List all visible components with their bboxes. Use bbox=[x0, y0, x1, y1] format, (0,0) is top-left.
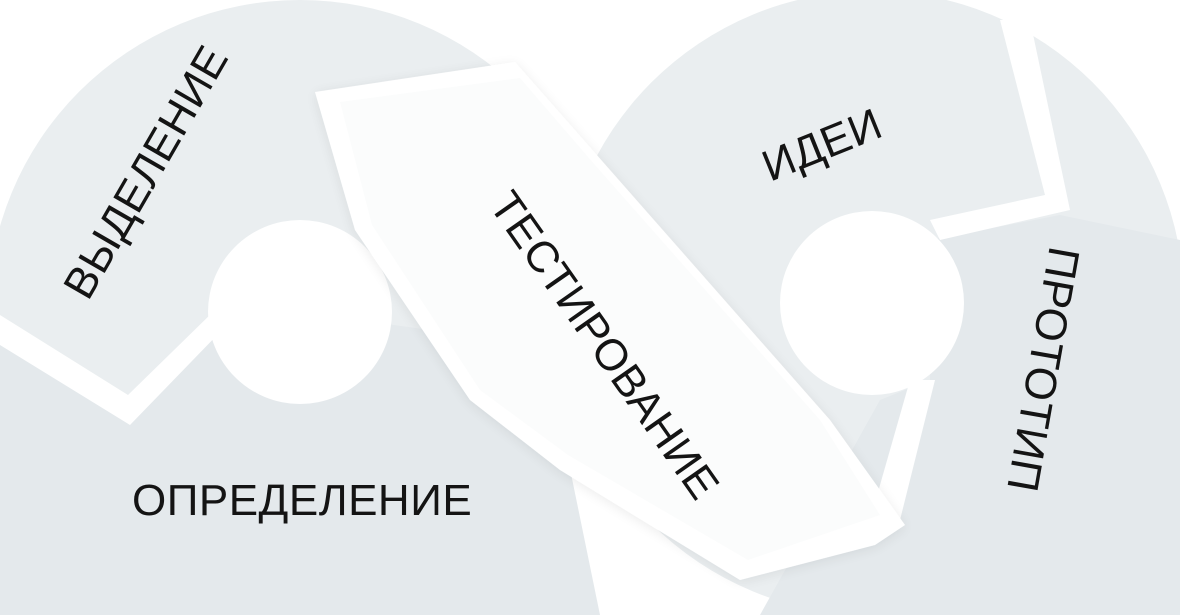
right-divider-lower bbox=[870, 380, 935, 520]
right-divider bbox=[930, 20, 1070, 240]
test-band bbox=[315, 62, 905, 580]
label-define: ОПРЕДЕЛЕНИЕ bbox=[132, 476, 472, 525]
test-band-inner bbox=[340, 78, 880, 560]
left-divider bbox=[0, 310, 222, 425]
